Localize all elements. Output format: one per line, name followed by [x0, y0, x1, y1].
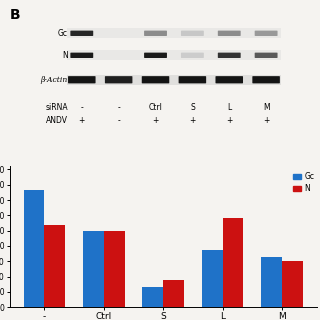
Text: B: B — [10, 8, 20, 22]
Bar — [67, 50, 281, 60]
FancyBboxPatch shape — [144, 52, 167, 58]
FancyBboxPatch shape — [255, 31, 277, 36]
Bar — [83, 231, 104, 307]
Text: β-Actin: β-Actin — [41, 76, 68, 84]
FancyBboxPatch shape — [218, 31, 241, 36]
Text: siRNA: siRNA — [45, 103, 68, 112]
Bar — [67, 28, 281, 38]
Bar — [104, 231, 124, 307]
Bar — [142, 286, 163, 307]
FancyBboxPatch shape — [68, 76, 96, 84]
Text: L: L — [227, 103, 231, 112]
FancyBboxPatch shape — [144, 31, 167, 36]
FancyBboxPatch shape — [181, 31, 204, 36]
Legend: Gc, N: Gc, N — [292, 171, 316, 195]
Bar — [44, 225, 65, 307]
Text: N: N — [62, 51, 68, 60]
Text: Gc: Gc — [58, 29, 68, 38]
Text: M: M — [263, 103, 269, 112]
FancyBboxPatch shape — [215, 76, 243, 84]
FancyBboxPatch shape — [105, 76, 132, 84]
Text: S: S — [190, 103, 195, 112]
Text: +: + — [226, 116, 232, 125]
FancyBboxPatch shape — [70, 31, 93, 36]
Text: -: - — [117, 103, 120, 112]
Text: Ctrl: Ctrl — [148, 103, 163, 112]
Text: +: + — [152, 116, 159, 125]
Bar — [282, 261, 303, 307]
Bar — [202, 250, 223, 307]
Text: +: + — [79, 116, 85, 125]
Bar — [163, 280, 184, 307]
Text: +: + — [189, 116, 196, 125]
Bar — [223, 218, 244, 307]
Bar — [24, 190, 44, 307]
FancyBboxPatch shape — [181, 52, 204, 58]
Bar — [67, 75, 281, 85]
Text: ANDV: ANDV — [46, 116, 68, 125]
FancyBboxPatch shape — [142, 76, 169, 84]
Text: -: - — [80, 103, 83, 112]
Bar — [261, 258, 282, 307]
Text: +: + — [263, 116, 269, 125]
FancyBboxPatch shape — [218, 52, 241, 58]
FancyBboxPatch shape — [252, 76, 280, 84]
FancyBboxPatch shape — [70, 52, 93, 58]
Text: -: - — [117, 116, 120, 125]
FancyBboxPatch shape — [255, 52, 277, 58]
FancyBboxPatch shape — [179, 76, 206, 84]
